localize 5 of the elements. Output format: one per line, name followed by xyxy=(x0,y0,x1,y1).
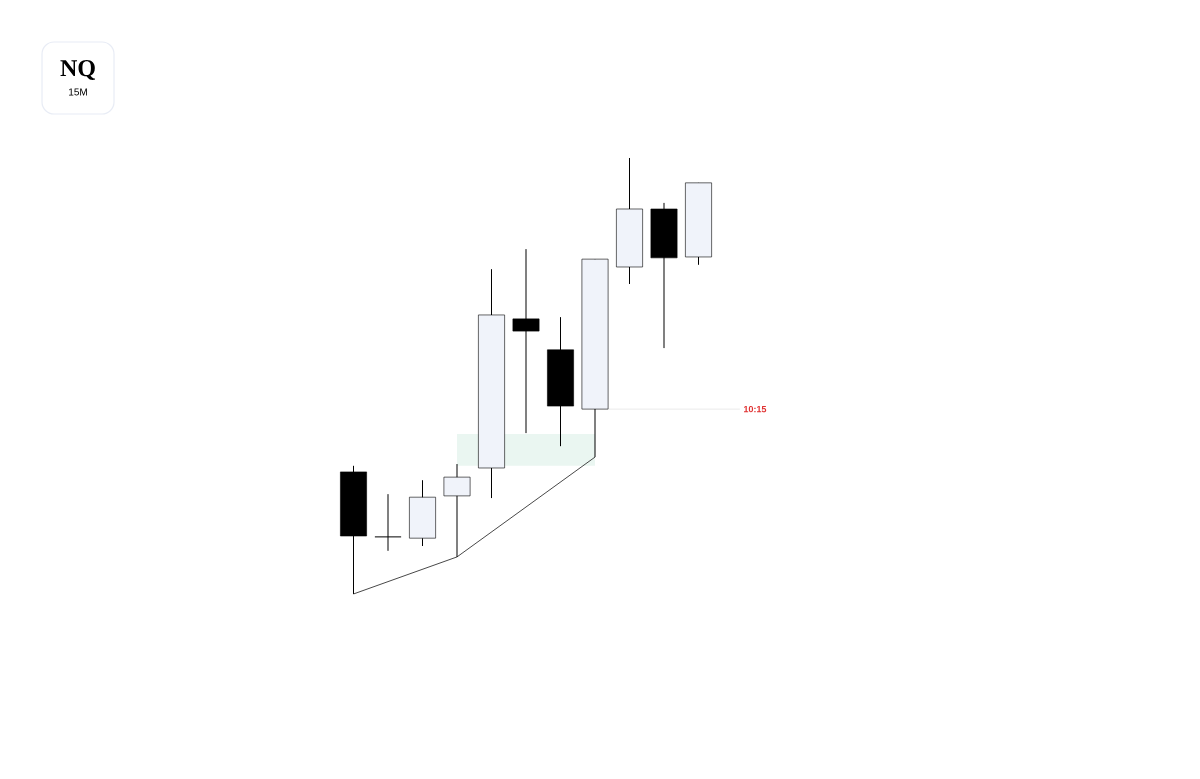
text: 15M xyxy=(69,88,87,96)
text: 10:15 xyxy=(744,405,767,413)
candlestick xyxy=(374,493,402,552)
candlestick xyxy=(512,248,540,434)
text: NQ xyxy=(60,60,95,80)
